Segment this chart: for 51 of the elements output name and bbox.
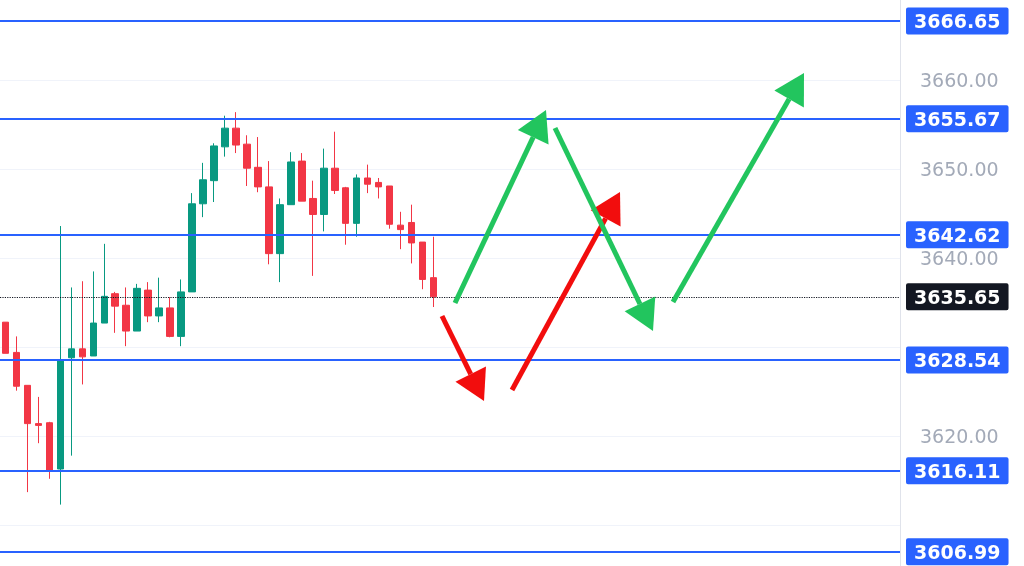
candlestick [397,211,404,250]
candlestick [46,421,53,480]
ref-line-label: 3606.99 [914,540,1001,563]
y-tick-label: 3620.00 [920,425,999,448]
candlestick [287,151,295,206]
candlestick [68,286,75,457]
y-tick-label: 3650.00 [920,158,999,181]
ref-line-label: 3616.11 [914,459,1001,482]
candlestick [24,384,31,493]
y-tick-label: 3640.00 [920,247,999,270]
candlestick [298,152,306,202]
candlestick [101,243,108,324]
ref-line-label: 3635.65 [914,285,1001,308]
candlestick [331,131,339,195]
candlestick [199,162,207,218]
candlestick [243,134,251,187]
candlestick [155,277,163,323]
candlestick [210,142,218,203]
candlestick [177,278,185,347]
candlestick [353,173,360,238]
candlestick [133,283,141,332]
candlestick [320,148,328,232]
candlestick [221,115,229,158]
candlestick [122,286,130,347]
candlestick [57,225,64,506]
candlestick [13,335,20,392]
candlestick [254,136,262,193]
candlestick [430,236,437,308]
candlestick [375,177,382,199]
candlestick [265,160,273,265]
ref-line-label: 3655.67 [914,107,1001,130]
candlestick [419,241,426,290]
candlestick [144,281,152,323]
candlestick [408,204,415,264]
candlestick [166,296,174,338]
candlestick [364,164,371,194]
y-tick-label: 3660.00 [920,69,999,92]
ref-line-label: 3642.62 [914,223,1001,246]
candlestick [35,396,42,444]
candlestick [90,270,97,357]
candlestick [111,291,119,334]
candlestick [79,280,86,385]
candlestick [276,197,284,283]
candlestick [342,186,349,246]
ref-line-label: 3628.54 [914,349,1001,372]
candlestick [2,321,9,354]
candlestick [232,111,240,154]
ref-line-label: 3666.65 [914,9,1001,32]
candlestick [309,180,317,277]
candlestick [386,185,393,230]
candlestick [188,192,196,293]
